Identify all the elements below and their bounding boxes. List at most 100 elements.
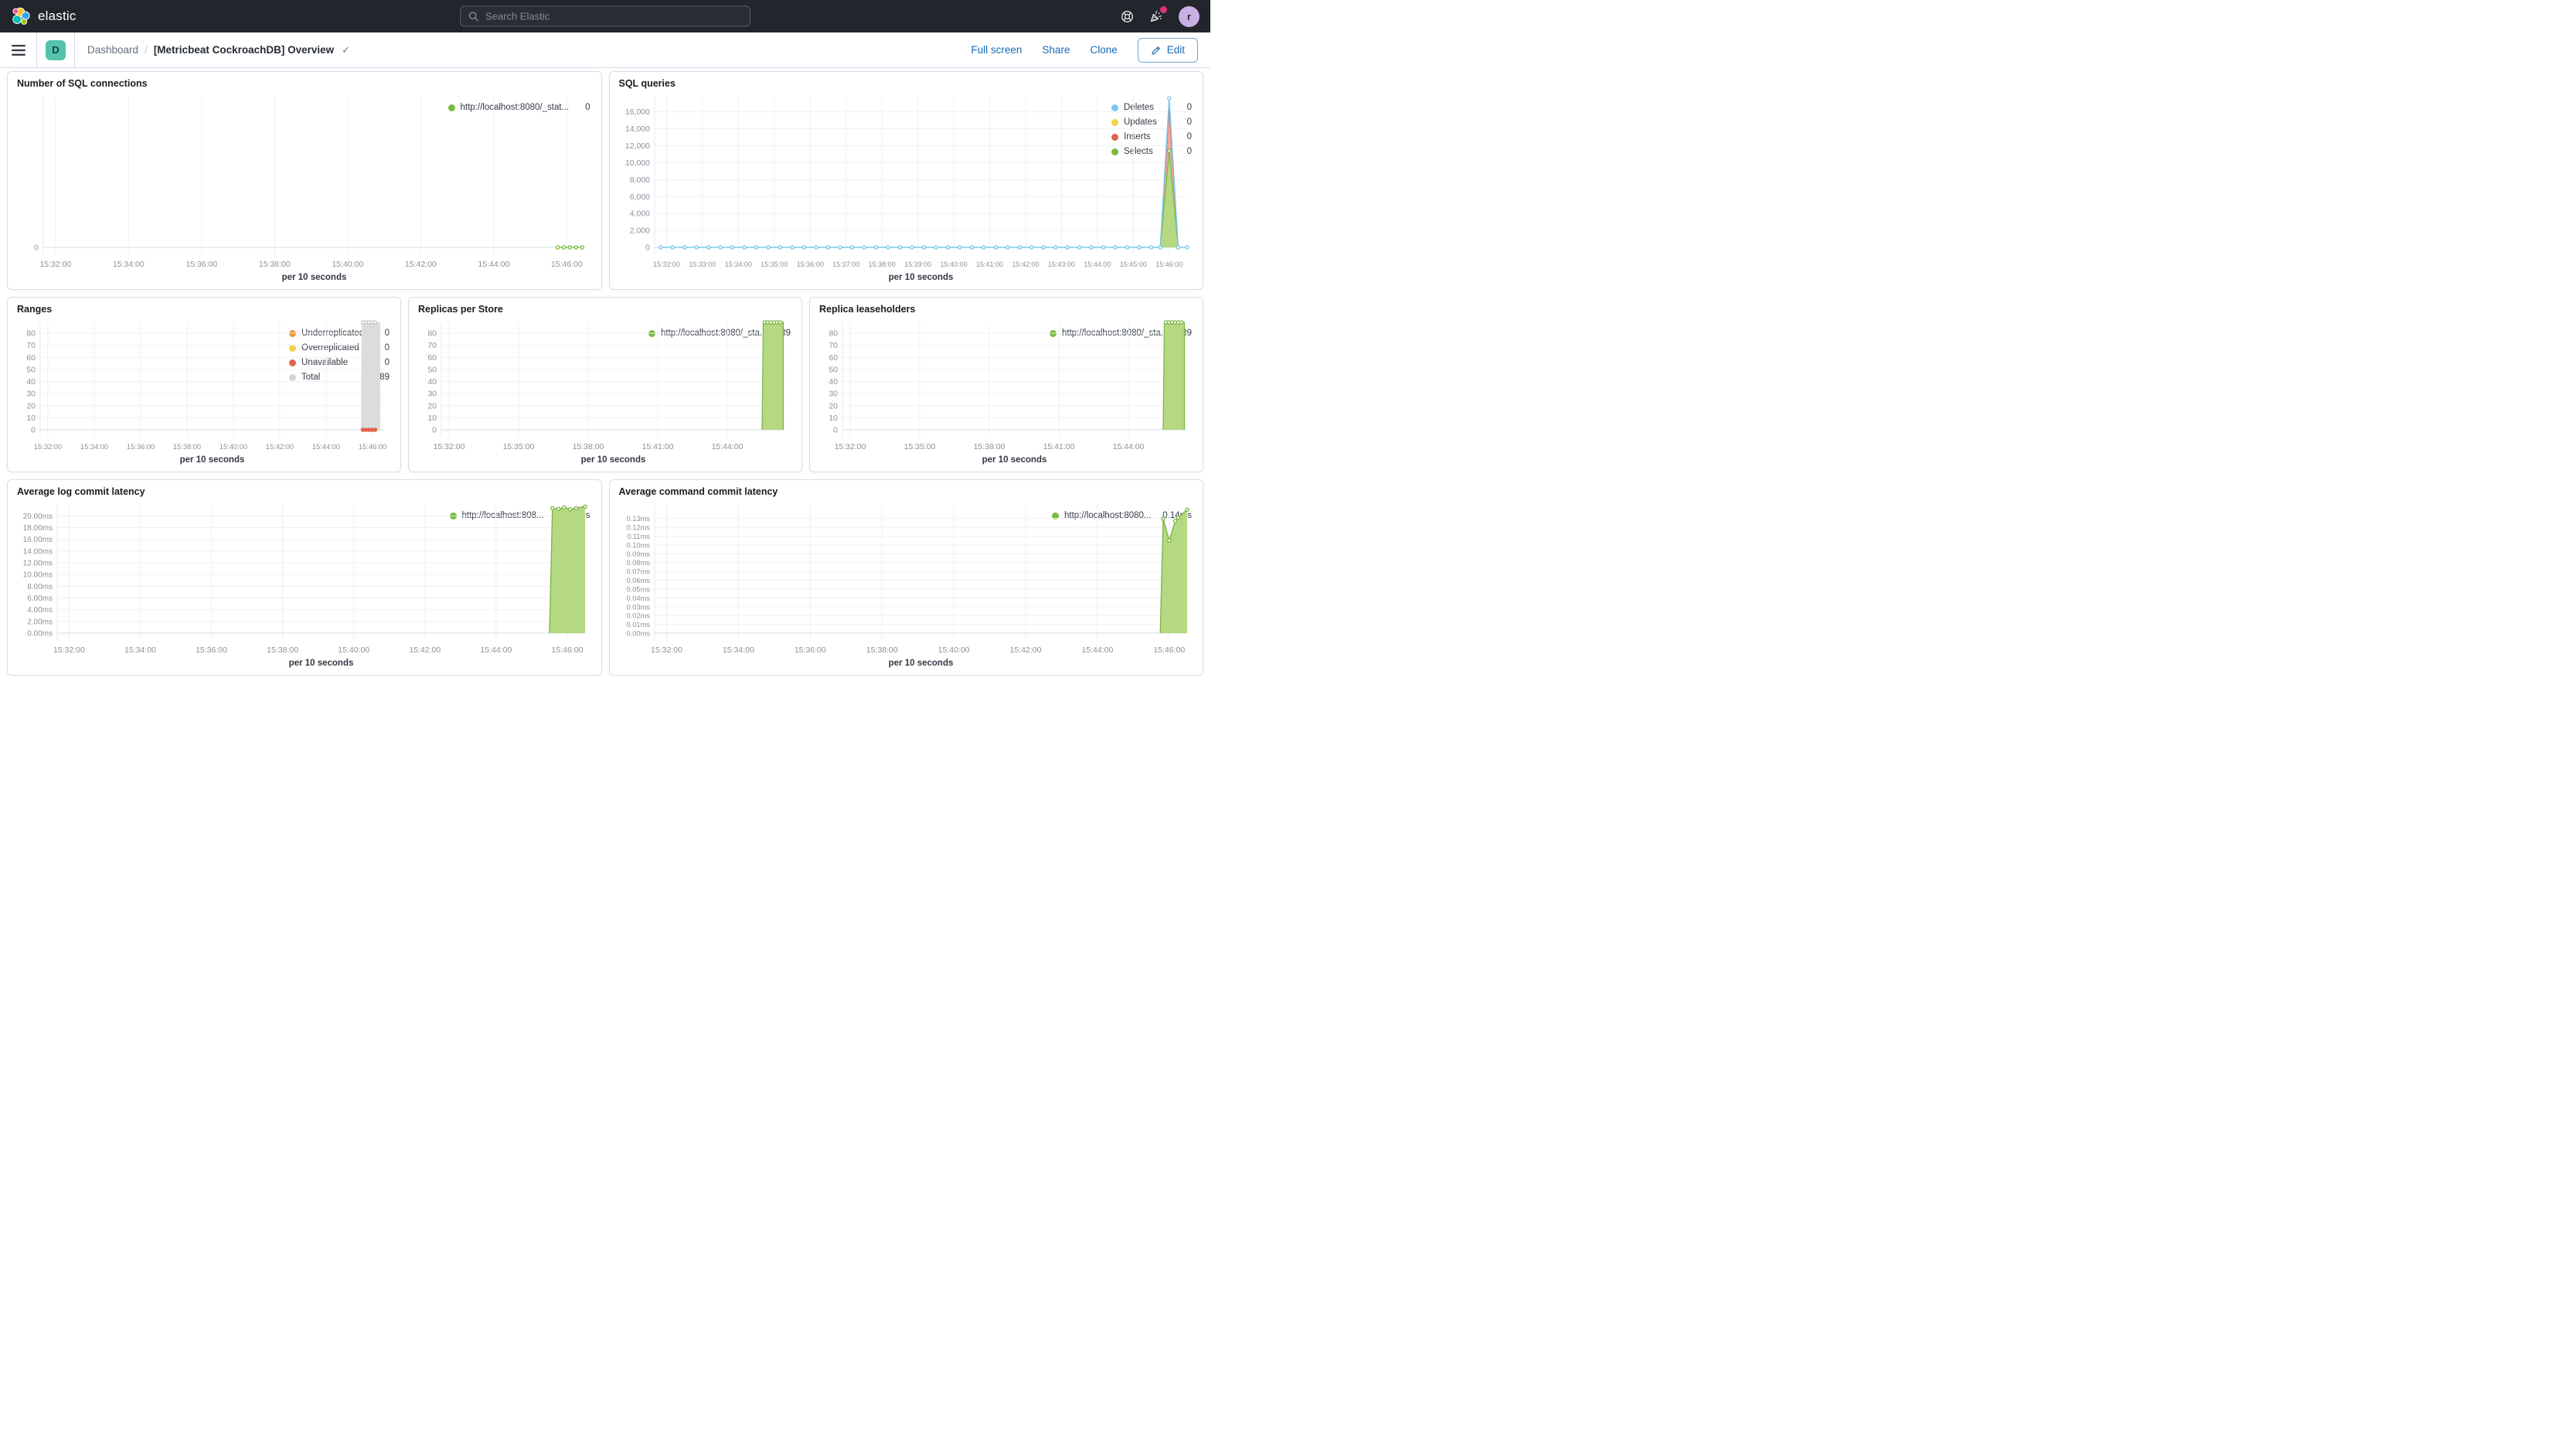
panel-title: Replica leaseholders [819,304,916,315]
svg-text:15:38:00: 15:38:00 [267,645,298,655]
svg-text:15:44:00: 15:44:00 [478,260,509,269]
chart-canvas[interactable]: 15:32:00 15:35:00 15:38:00 15:41:00 15:44:00… [819,316,1192,467]
breadcrumb-dashboard[interactable]: Dashboard [87,44,139,56]
svg-text:0: 0 [31,426,36,435]
svg-text:0.13ms: 0.13ms [626,515,650,523]
legend-value: 0 [1186,147,1192,156]
chart-sql-queries[interactable]: 15:32:00 15:33:00 15:34:00 15:35:00 15:36:00… [619,90,1189,284]
chart-canvas[interactable]: 15:32:00 15:33:00 15:34:00 15:35:00 15:36:00… [619,90,1193,284]
svg-text:10,000: 10,000 [624,158,649,168]
chart-canvas[interactable]: 15:32:00 15:34:00 15:36:00 15:38:00 15:40:00… [619,499,1193,670]
svg-text:60: 60 [427,353,437,363]
search-icon [468,11,478,21]
svg-text:10: 10 [427,414,437,423]
svg-text:4.00ms: 4.00ms [27,606,53,615]
notification-dot [1160,6,1167,13]
legend-swatch [447,104,455,111]
svg-text:15:36:00: 15:36:00 [196,645,227,655]
chart-ranges[interactable]: 15:32:00 15:34:00 15:36:00 15:38:00 15:40:00… [17,316,386,467]
svg-text:15:39:00: 15:39:00 [904,261,931,268]
chart-avg-log-commit-latency[interactable]: 15:32:00 15:34:00 15:36:00 15:38:00 15:40:00… [17,499,587,670]
svg-text:20.00ms: 20.00ms [23,513,53,521]
chart-sql-connections[interactable]: 15:32:00 15:34:00 15:36:00 15:38:00 15:40:00… [17,90,585,284]
saved-check-icon[interactable]: ✓ [342,43,351,56]
svg-text:10.00ms: 10.00ms [23,571,53,580]
svg-text:15:36:00: 15:36:00 [796,261,823,268]
svg-text:15:35:00: 15:35:00 [904,442,936,451]
svg-text:per 10 seconds: per 10 seconds [282,273,347,282]
legend-label: Total [301,373,321,382]
svg-text:6,000: 6,000 [629,192,649,202]
svg-text:15:44:00: 15:44:00 [480,645,512,655]
elastic-logo-icon [12,7,30,25]
legend-swatch [289,373,296,381]
chart-replicas-per-store[interactable]: 15:32:00 15:35:00 15:38:00 15:41:00 15:44:00… [418,316,785,467]
svg-text:15:46:00: 15:46:00 [359,443,386,451]
elastic-brand[interactable]: elastic [11,6,77,26]
svg-text:15:44:00: 15:44:00 [312,443,340,451]
svg-text:12,000: 12,000 [624,141,649,151]
svg-text:15:42:00: 15:42:00 [1012,261,1039,268]
svg-text:15:32:00: 15:32:00 [53,645,85,655]
global-search[interactable] [460,5,750,27]
space-switcher[interactable]: D [37,32,74,67]
legend-value: 0 [1186,118,1192,127]
svg-text:0.11ms: 0.11ms [627,533,650,540]
legend-item[interactable]: Unavailable 0 [289,358,390,367]
svg-text:2,000: 2,000 [629,227,649,236]
svg-text:15:40:00: 15:40:00 [338,645,369,655]
svg-text:40: 40 [427,377,437,387]
svg-text:15:42:00: 15:42:00 [409,645,441,655]
chart-canvas[interactable]: 15:32:00 15:35:00 15:38:00 15:41:00 15:44:00… [418,316,791,467]
news-button[interactable] [1149,6,1167,23]
svg-text:70: 70 [26,341,36,350]
legend-item[interactable]: Selects 0 [1111,147,1192,156]
svg-text:0.00ms: 0.00ms [27,630,53,639]
svg-text:15:32:00: 15:32:00 [651,645,682,655]
chart-canvas[interactable]: 15:32:00 15:34:00 15:36:00 15:38:00 15:40:00… [17,90,590,284]
legend-item[interactable]: http://localhost:8080/_stat... 0 [447,103,590,112]
svg-text:0.01ms: 0.01ms [626,621,650,628]
svg-text:15:32:00: 15:32:00 [652,261,679,268]
svg-text:0: 0 [833,426,838,435]
chart-avg-command-commit-latency[interactable]: 15:32:00 15:34:00 15:36:00 15:38:00 15:40:00… [619,499,1189,670]
chart-replica-leaseholders[interactable]: 15:32:00 15:35:00 15:38:00 15:41:00 15:44:00… [819,316,1186,467]
chart-canvas[interactable]: 15:32:00 15:34:00 15:36:00 15:38:00 15:40:00… [17,316,390,467]
legend-item[interactable]: Total 89 [289,373,390,382]
svg-text:60: 60 [829,353,838,363]
svg-text:0.07ms: 0.07ms [626,568,650,576]
share-button[interactable]: Share [1042,44,1070,56]
svg-text:15:36:00: 15:36:00 [794,645,825,655]
global-header: elastic [0,0,1210,32]
edit-button[interactable]: Edit [1137,37,1198,63]
legend-swatch [1052,512,1059,519]
clone-button[interactable]: Clone [1090,44,1118,56]
legend-item[interactable]: Inserts 0 [1111,132,1192,141]
menu-button[interactable] [0,32,36,67]
svg-text:per 10 seconds: per 10 seconds [982,455,1047,465]
panel-title: Ranges [17,304,53,315]
help-button[interactable] [1121,10,1134,23]
svg-text:2.00ms: 2.00ms [27,618,53,626]
svg-text:0.02ms: 0.02ms [626,612,650,620]
breadcrumb: Dashboard / [Metricbeat CockroachDB] Ove… [75,44,350,56]
legend-item[interactable]: Updates 0 [1111,118,1192,127]
svg-text:0.08ms: 0.08ms [626,559,650,567]
full-screen-button[interactable]: Full screen [971,44,1023,56]
user-avatar[interactable]: r [1179,5,1200,27]
panel-replica-leaseholders: Replica leaseholders 15:32:00 15:35:00 15:… [809,297,1203,472]
panel-title: Average log commit latency [17,486,145,497]
legend-label: http://localhost:8080/_stat... [460,103,570,112]
svg-text:15:38:00: 15:38:00 [974,442,1006,451]
panel-ranges: Ranges 15:32:00 15:34:00 15:36:00 15:38:00 1… [7,297,401,472]
legend-item[interactable]: Deletes 0 [1111,103,1192,112]
svg-text:4,000: 4,000 [629,209,649,219]
svg-text:15:41:00: 15:41:00 [1043,442,1075,451]
search-input[interactable] [485,10,742,22]
chart-canvas[interactable]: 15:32:00 15:34:00 15:36:00 15:38:00 15:40:00… [17,499,590,670]
svg-text:0.03ms: 0.03ms [626,603,650,611]
svg-text:15:38:00: 15:38:00 [259,260,291,269]
svg-text:15:46:00: 15:46:00 [552,645,584,655]
legend-label: Updates [1124,118,1157,127]
page-title: [Metricbeat CockroachDB] Overview [153,44,335,56]
